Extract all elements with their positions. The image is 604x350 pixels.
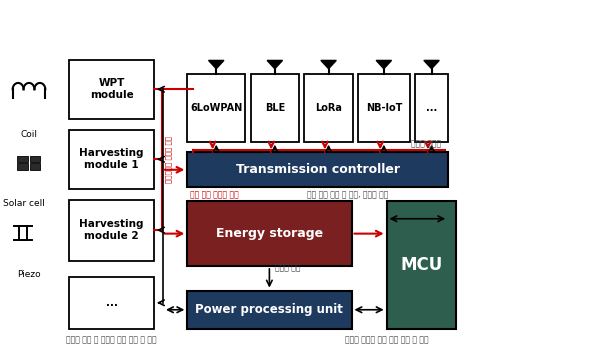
Text: Piezo: Piezo — [17, 270, 41, 279]
Polygon shape — [321, 61, 336, 69]
FancyBboxPatch shape — [251, 74, 299, 142]
Text: ...: ... — [106, 298, 118, 308]
FancyBboxPatch shape — [69, 199, 154, 261]
Bar — [30, 156, 40, 162]
Text: WPT
module: WPT module — [90, 78, 133, 100]
Text: 데이터 송수신: 데이터 송수신 — [411, 139, 442, 148]
Text: BLE: BLE — [265, 103, 285, 113]
Text: MCU: MCU — [400, 256, 442, 274]
Text: 전송 방법 선택 및 제어, 데이터 전송: 전송 방법 선택 및 제어, 데이터 전송 — [307, 190, 388, 199]
Text: Solar cell: Solar cell — [3, 199, 45, 209]
Bar — [19, 226, 27, 240]
FancyBboxPatch shape — [187, 74, 245, 142]
Text: 통신 모듈 에너지 공급: 통신 모듈 에너지 공급 — [190, 190, 239, 199]
FancyBboxPatch shape — [69, 60, 154, 119]
FancyBboxPatch shape — [387, 201, 456, 329]
Text: Harvesting
module 1: Harvesting module 1 — [80, 148, 144, 170]
FancyBboxPatch shape — [358, 74, 410, 142]
Text: ...: ... — [426, 103, 437, 113]
Polygon shape — [424, 61, 439, 69]
Text: 6LoWPAN: 6LoWPAN — [190, 103, 242, 113]
Text: Transmission controller: Transmission controller — [236, 163, 400, 176]
Text: Energy storage: Energy storage — [216, 227, 323, 240]
Bar — [17, 163, 28, 170]
FancyBboxPatch shape — [187, 201, 352, 266]
Text: 에너지 현황: 에너지 현황 — [275, 263, 301, 272]
Text: 에너지 수집 및 재충전 정보 수집 및 제어: 에너지 수집 및 재충전 정보 수집 및 제어 — [66, 336, 157, 345]
FancyBboxPatch shape — [187, 152, 448, 187]
FancyBboxPatch shape — [304, 74, 353, 142]
Text: 전력제공만 에너지 제어: 전력제공만 에너지 제어 — [165, 136, 172, 183]
Text: Coil: Coil — [21, 130, 37, 139]
FancyBboxPatch shape — [415, 74, 448, 142]
Text: 에너지 수집과 공급 정보 수집 및 제어: 에너지 수집과 공급 정보 수집 및 제어 — [345, 336, 428, 345]
Bar — [17, 156, 28, 162]
Text: Power processing unit: Power processing unit — [196, 303, 343, 316]
Bar — [30, 163, 40, 170]
Text: LoRa: LoRa — [315, 103, 342, 113]
Text: Harvesting
module 2: Harvesting module 2 — [80, 219, 144, 241]
Polygon shape — [376, 61, 391, 69]
Text: NB-IoT: NB-IoT — [365, 103, 402, 113]
Polygon shape — [208, 61, 224, 69]
FancyBboxPatch shape — [187, 290, 352, 329]
FancyBboxPatch shape — [69, 130, 154, 189]
Polygon shape — [267, 61, 283, 69]
FancyBboxPatch shape — [69, 276, 154, 329]
